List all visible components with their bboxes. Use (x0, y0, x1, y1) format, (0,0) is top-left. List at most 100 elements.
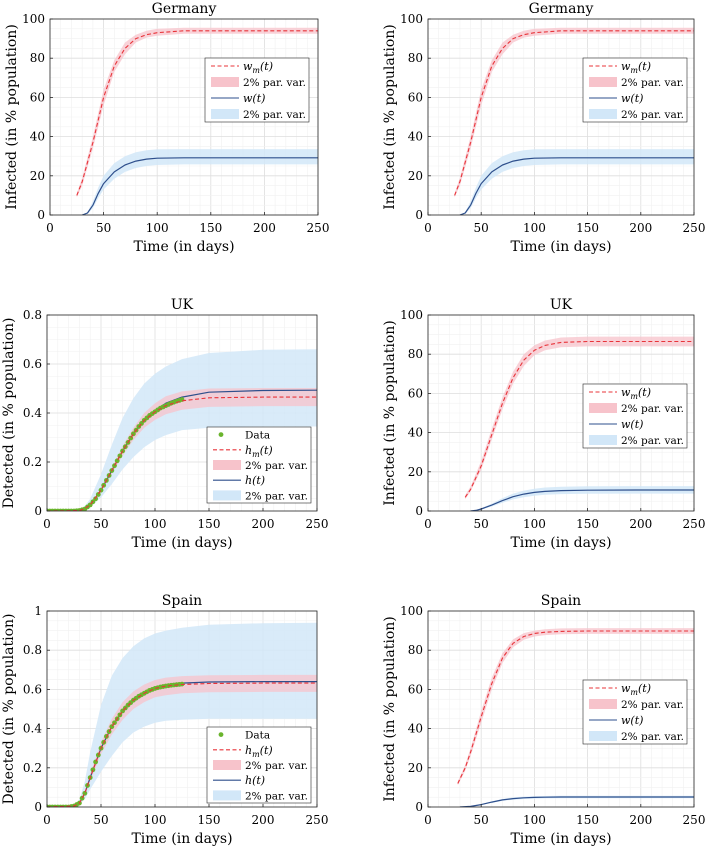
y-tick-label: 0 (34, 504, 42, 518)
legend: wm(t) 2% par. var. w(t) 2% par. var. (582, 383, 688, 449)
y-tick-label: 80 (408, 51, 423, 65)
y-tick-label: 60 (408, 90, 423, 104)
legend: wm(t) 2% par. var. w(t) 2% par. var. (204, 57, 310, 123)
panel-title: Spain (541, 593, 581, 609)
legend-label: 2% par. var. (621, 403, 684, 415)
panel-title: Germany (529, 1, 594, 17)
x-tick-label: 0 (424, 813, 432, 827)
y-tick-label: 100 (22, 12, 45, 26)
panel-germany-detected: 0 50 100 150 200 250 0 20 40 60 80 100 Germany Time (… (4, 1, 329, 255)
x-tick-label: 200 (252, 517, 275, 531)
legend-label: 2% par. var. (245, 790, 308, 802)
data-point (176, 682, 182, 687)
x-tick-label: 150 (576, 517, 599, 531)
legend-label: w(t) (621, 714, 643, 727)
plot-series (47, 622, 317, 807)
legend-label: h(t) (245, 774, 265, 787)
panel-spain-infected: 0 50 100 150 200 250 0 20 40 60 80 100 Spain Time (in… (382, 593, 705, 847)
y-tick-label: 0.6 (23, 357, 42, 371)
y-tick-label: 40 (408, 722, 423, 736)
x-tick-label: 50 (93, 517, 108, 531)
y-tick-label: 40 (30, 130, 45, 144)
y-tick-label: 0.6 (23, 682, 42, 696)
y-tick-label: 0.8 (23, 308, 42, 322)
y-tick-label: 40 (408, 130, 423, 144)
panel-uk-detected: 0 50 100 150 200 250 0 0.2 0.4 0.6 0.8 UK Time (in d… (1, 297, 328, 551)
model-dashed-line (464, 340, 694, 498)
y-axis-label: Infected (in % population) (382, 616, 398, 802)
x-tick-label: 0 (43, 813, 51, 827)
legend-swatch (589, 403, 617, 413)
x-tick-label: 250 (306, 517, 329, 531)
legend-label: w(t) (243, 92, 265, 105)
legend-swatch (211, 109, 239, 119)
panel-title: UK (171, 297, 194, 313)
y-tick-label: 0 (37, 208, 45, 222)
x-tick-label: 100 (523, 813, 546, 827)
y-tick-label: 0.4 (23, 722, 42, 736)
legend-label: 2% par. var. (243, 77, 306, 89)
x-tick-label: 150 (198, 813, 221, 827)
legend-swatch (589, 109, 617, 119)
legend-label: 2% par. var. (621, 435, 684, 447)
model-dashed-line (47, 396, 317, 511)
x-axis-label: Time (in days) (510, 831, 611, 847)
x-tick-label: 50 (474, 813, 489, 827)
legend-swatch (589, 435, 617, 445)
legend-label: w(t) (621, 418, 643, 431)
x-tick-label: 250 (306, 813, 329, 827)
plot-series (47, 349, 317, 511)
x-tick-label: 0 (43, 517, 51, 531)
y-tick-label: 0 (415, 504, 423, 518)
data-point (155, 407, 161, 413)
x-tick-label: 100 (144, 813, 167, 827)
data-point (114, 458, 120, 464)
panel-title: UK (550, 297, 573, 313)
data-point (79, 795, 85, 801)
x-tick-label: 200 (629, 517, 652, 531)
legend-label: wm(t) (621, 682, 651, 697)
y-axis-label: Infected (in % population) (4, 24, 20, 210)
data-point (160, 404, 166, 410)
y-tick-label: 0.2 (23, 455, 42, 469)
panel-germany-infected: 0 50 100 150 200 250 0 20 40 60 80 100 Germany Time (… (382, 1, 705, 255)
y-tick-label: 20 (408, 465, 423, 479)
blue-variation-band (74, 622, 317, 807)
x-tick-label: 50 (474, 517, 489, 531)
x-tick-label: 250 (307, 221, 330, 235)
axes-box (46, 610, 318, 808)
legend-label: wm(t) (621, 386, 651, 401)
plot-series (454, 27, 694, 215)
red-variation-band (79, 388, 317, 511)
y-tick-label: 100 (400, 12, 423, 26)
x-tick-label: 100 (523, 517, 546, 531)
x-tick-label: 100 (523, 221, 546, 235)
y-tick-label: 20 (30, 169, 45, 183)
y-tick-label: 0 (415, 800, 423, 814)
y-tick-label: 20 (408, 169, 423, 183)
red-variation-band (74, 674, 317, 807)
legend-label: hm(t) (245, 744, 273, 759)
data-point (117, 453, 123, 459)
x-tick-label: 50 (474, 221, 489, 235)
data-point (144, 689, 150, 695)
legend-swatch (589, 731, 617, 741)
legend-label: w(t) (621, 92, 643, 105)
model-dashed-line (47, 682, 317, 807)
y-tick-label: 0.2 (23, 761, 42, 775)
legend-label: 2% par. var. (245, 460, 308, 472)
model-dashed-line (76, 30, 318, 196)
legend-swatch (589, 699, 617, 709)
data-point (95, 492, 101, 497)
y-axis-label: Detected (in % population) (1, 614, 17, 805)
y-axis-label: Detected (in % population) (1, 318, 17, 509)
legend-label: 2% par. var. (621, 731, 684, 743)
blue-variation-band (82, 149, 318, 215)
legend-label: wm(t) (621, 60, 651, 75)
data-point (90, 767, 96, 773)
x-tick-label: 150 (576, 221, 599, 235)
blue-variation-band (470, 486, 694, 511)
x-axis-label: Time (in days) (131, 535, 232, 551)
